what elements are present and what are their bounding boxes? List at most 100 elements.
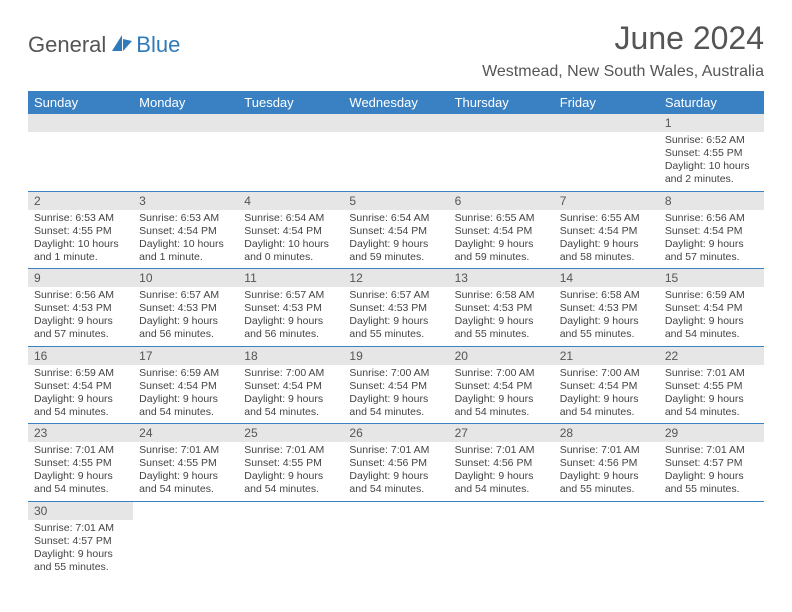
day-number: 10 xyxy=(133,269,238,287)
day-number: 14 xyxy=(554,269,659,287)
empty-cell xyxy=(28,114,133,191)
day-number: 21 xyxy=(554,347,659,365)
day-number: 6 xyxy=(449,192,554,210)
day-details: Sunrise: 6:58 AMSunset: 4:53 PMDaylight:… xyxy=(554,287,659,346)
day-cell: 29Sunrise: 7:01 AMSunset: 4:57 PMDayligh… xyxy=(659,424,764,502)
day-details: Sunrise: 6:56 AMSunset: 4:54 PMDaylight:… xyxy=(659,210,764,269)
day-cell: 16Sunrise: 6:59 AMSunset: 4:54 PMDayligh… xyxy=(28,346,133,424)
empty-cell xyxy=(238,114,343,191)
day-details: Sunrise: 6:53 AMSunset: 4:54 PMDaylight:… xyxy=(133,210,238,269)
day-cell: 25Sunrise: 7:01 AMSunset: 4:55 PMDayligh… xyxy=(238,424,343,502)
calendar-body: 1Sunrise: 6:52 AMSunset: 4:55 PMDaylight… xyxy=(28,114,764,578)
day-cell: 18Sunrise: 7:00 AMSunset: 4:54 PMDayligh… xyxy=(238,346,343,424)
day-cell: 6Sunrise: 6:55 AMSunset: 4:54 PMDaylight… xyxy=(449,191,554,269)
day-number-empty xyxy=(133,114,238,132)
day-cell: 23Sunrise: 7:01 AMSunset: 4:55 PMDayligh… xyxy=(28,424,133,502)
day-cell: 15Sunrise: 6:59 AMSunset: 4:54 PMDayligh… xyxy=(659,269,764,347)
weekday-header: Tuesday xyxy=(238,91,343,114)
day-number: 2 xyxy=(28,192,133,210)
day-number: 12 xyxy=(343,269,448,287)
weekday-header: Wednesday xyxy=(343,91,448,114)
day-details: Sunrise: 6:55 AMSunset: 4:54 PMDaylight:… xyxy=(554,210,659,269)
day-details: Sunrise: 7:01 AMSunset: 4:55 PMDaylight:… xyxy=(28,442,133,501)
day-number: 1 xyxy=(659,114,764,132)
empty-cell xyxy=(449,114,554,191)
day-details: Sunrise: 6:56 AMSunset: 4:53 PMDaylight:… xyxy=(28,287,133,346)
page-title: June 2024 xyxy=(482,20,764,57)
day-number: 24 xyxy=(133,424,238,442)
day-number-empty xyxy=(343,114,448,132)
calendar-row: 1Sunrise: 6:52 AMSunset: 4:55 PMDaylight… xyxy=(28,114,764,191)
empty-cell xyxy=(343,114,448,191)
day-cell: 28Sunrise: 7:01 AMSunset: 4:56 PMDayligh… xyxy=(554,424,659,502)
empty-cell xyxy=(133,114,238,191)
day-cell: 1Sunrise: 6:52 AMSunset: 4:55 PMDaylight… xyxy=(659,114,764,191)
day-details: Sunrise: 6:59 AMSunset: 4:54 PMDaylight:… xyxy=(659,287,764,346)
day-number-empty xyxy=(28,114,133,132)
day-cell: 2Sunrise: 6:53 AMSunset: 4:55 PMDaylight… xyxy=(28,191,133,269)
calendar-row: 30Sunrise: 7:01 AMSunset: 4:57 PMDayligh… xyxy=(28,501,764,578)
day-cell: 7Sunrise: 6:55 AMSunset: 4:54 PMDaylight… xyxy=(554,191,659,269)
day-number-empty xyxy=(238,114,343,132)
day-cell: 17Sunrise: 6:59 AMSunset: 4:54 PMDayligh… xyxy=(133,346,238,424)
day-details: Sunrise: 7:01 AMSunset: 4:55 PMDaylight:… xyxy=(659,365,764,424)
weekday-header: Friday xyxy=(554,91,659,114)
day-number: 25 xyxy=(238,424,343,442)
day-cell: 3Sunrise: 6:53 AMSunset: 4:54 PMDaylight… xyxy=(133,191,238,269)
day-cell: 24Sunrise: 7:01 AMSunset: 4:55 PMDayligh… xyxy=(133,424,238,502)
day-details: Sunrise: 6:59 AMSunset: 4:54 PMDaylight:… xyxy=(28,365,133,424)
day-details: Sunrise: 6:58 AMSunset: 4:53 PMDaylight:… xyxy=(449,287,554,346)
day-details: Sunrise: 6:59 AMSunset: 4:54 PMDaylight:… xyxy=(133,365,238,424)
day-details: Sunrise: 7:00 AMSunset: 4:54 PMDaylight:… xyxy=(238,365,343,424)
empty-cell xyxy=(238,501,343,578)
day-number: 11 xyxy=(238,269,343,287)
empty-cell xyxy=(133,501,238,578)
day-cell: 21Sunrise: 7:00 AMSunset: 4:54 PMDayligh… xyxy=(554,346,659,424)
empty-cell xyxy=(343,501,448,578)
weekday-header: Sunday xyxy=(28,91,133,114)
calendar-row: 23Sunrise: 7:01 AMSunset: 4:55 PMDayligh… xyxy=(28,424,764,502)
day-cell: 5Sunrise: 6:54 AMSunset: 4:54 PMDaylight… xyxy=(343,191,448,269)
day-details: Sunrise: 6:53 AMSunset: 4:55 PMDaylight:… xyxy=(28,210,133,269)
logo-text-general: General xyxy=(28,32,106,58)
weekday-header-row: SundayMondayTuesdayWednesdayThursdayFrid… xyxy=(28,91,764,114)
day-cell: 27Sunrise: 7:01 AMSunset: 4:56 PMDayligh… xyxy=(449,424,554,502)
logo: General Blue xyxy=(28,20,180,58)
day-number: 15 xyxy=(659,269,764,287)
day-details: Sunrise: 7:00 AMSunset: 4:54 PMDaylight:… xyxy=(449,365,554,424)
day-number: 19 xyxy=(343,347,448,365)
day-number: 29 xyxy=(659,424,764,442)
day-number: 30 xyxy=(28,502,133,520)
day-cell: 22Sunrise: 7:01 AMSunset: 4:55 PMDayligh… xyxy=(659,346,764,424)
sail-icon xyxy=(110,33,134,58)
day-number: 22 xyxy=(659,347,764,365)
day-number: 4 xyxy=(238,192,343,210)
day-number: 16 xyxy=(28,347,133,365)
day-details: Sunrise: 6:54 AMSunset: 4:54 PMDaylight:… xyxy=(238,210,343,269)
day-number: 20 xyxy=(449,347,554,365)
day-number: 13 xyxy=(449,269,554,287)
day-number: 5 xyxy=(343,192,448,210)
day-cell: 12Sunrise: 6:57 AMSunset: 4:53 PMDayligh… xyxy=(343,269,448,347)
day-details: Sunrise: 7:01 AMSunset: 4:55 PMDaylight:… xyxy=(238,442,343,501)
day-number: 9 xyxy=(28,269,133,287)
day-details: Sunrise: 7:01 AMSunset: 4:56 PMDaylight:… xyxy=(449,442,554,501)
day-details: Sunrise: 7:01 AMSunset: 4:57 PMDaylight:… xyxy=(28,520,133,579)
day-details: Sunrise: 6:54 AMSunset: 4:54 PMDaylight:… xyxy=(343,210,448,269)
day-details: Sunrise: 7:00 AMSunset: 4:54 PMDaylight:… xyxy=(554,365,659,424)
day-details: Sunrise: 7:01 AMSunset: 4:56 PMDaylight:… xyxy=(554,442,659,501)
day-details: Sunrise: 6:57 AMSunset: 4:53 PMDaylight:… xyxy=(238,287,343,346)
day-details: Sunrise: 6:55 AMSunset: 4:54 PMDaylight:… xyxy=(449,210,554,269)
empty-cell xyxy=(659,501,764,578)
day-details: Sunrise: 6:52 AMSunset: 4:55 PMDaylight:… xyxy=(659,132,764,191)
calendar-row: 16Sunrise: 6:59 AMSunset: 4:54 PMDayligh… xyxy=(28,346,764,424)
day-number: 8 xyxy=(659,192,764,210)
day-number: 18 xyxy=(238,347,343,365)
location-text: Westmead, New South Wales, Australia xyxy=(482,63,764,81)
title-block: June 2024 Westmead, New South Wales, Aus… xyxy=(482,20,764,81)
day-number-empty xyxy=(554,114,659,132)
day-cell: 19Sunrise: 7:00 AMSunset: 4:54 PMDayligh… xyxy=(343,346,448,424)
calendar-row: 9Sunrise: 6:56 AMSunset: 4:53 PMDaylight… xyxy=(28,269,764,347)
day-details: Sunrise: 7:00 AMSunset: 4:54 PMDaylight:… xyxy=(343,365,448,424)
day-cell: 14Sunrise: 6:58 AMSunset: 4:53 PMDayligh… xyxy=(554,269,659,347)
